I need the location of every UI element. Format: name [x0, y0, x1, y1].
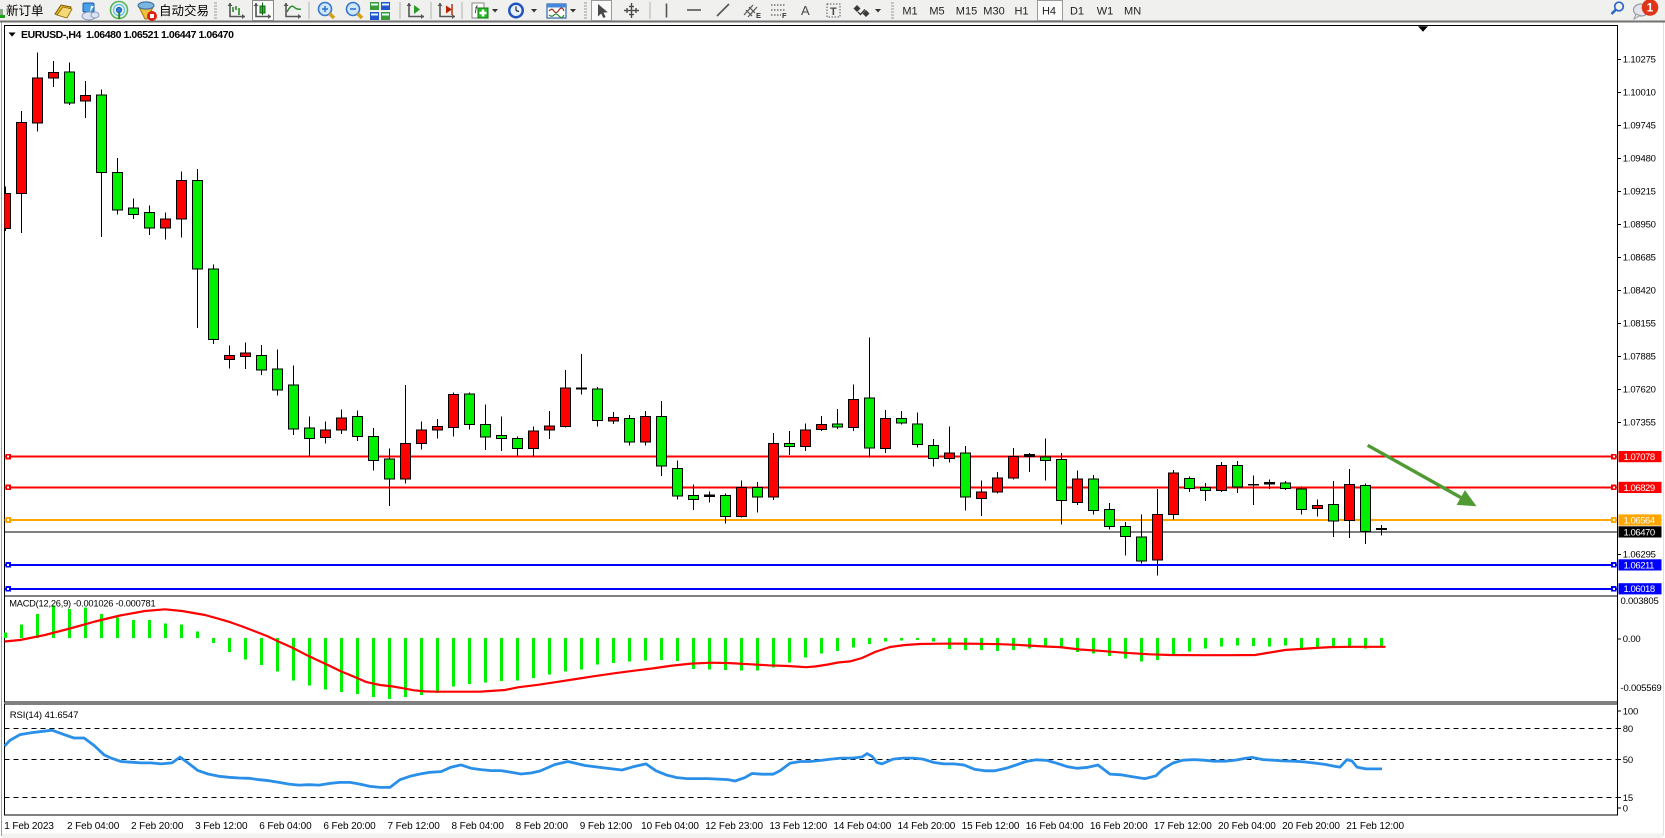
svg-text:1.09215: 1.09215: [1623, 187, 1656, 198]
svg-text:RSI(14) 41.6547: RSI(14) 41.6547: [10, 710, 79, 721]
svg-text:8 Feb 20:00: 8 Feb 20:00: [516, 821, 569, 832]
svg-text:MN: MN: [1124, 6, 1141, 18]
svg-text:14 Feb 04:00: 14 Feb 04:00: [833, 821, 891, 832]
svg-text:1.07620: 1.07620: [1623, 385, 1656, 396]
svg-text:E: E: [756, 11, 761, 20]
svg-text:13 Feb 12:00: 13 Feb 12:00: [769, 821, 827, 832]
svg-text:1.06295: 1.06295: [1623, 550, 1656, 561]
svg-text:14 Feb 20:00: 14 Feb 20:00: [898, 821, 956, 832]
svg-text:7 Feb 12:00: 7 Feb 12:00: [387, 821, 440, 832]
svg-text:-0.005569: -0.005569: [1621, 683, 1662, 694]
svg-text:1.08420: 1.08420: [1623, 286, 1656, 297]
svg-text:MACD(12,26,9) -0.001026 -0.000: MACD(12,26,9) -0.001026 -0.000781: [9, 599, 155, 609]
svg-text:1.06211: 1.06211: [1624, 560, 1655, 571]
svg-text:1.07885: 1.07885: [1623, 352, 1656, 363]
svg-text:H4: H4: [1042, 6, 1056, 18]
svg-text:新订单: 新订单: [6, 3, 44, 18]
svg-text:0.003805: 0.003805: [1621, 596, 1659, 607]
svg-text:20 Feb 04:00: 20 Feb 04:00: [1218, 821, 1276, 832]
svg-text:50: 50: [1623, 755, 1633, 766]
svg-text:1.06829: 1.06829: [1624, 483, 1655, 494]
svg-text:2 Feb 04:00: 2 Feb 04:00: [67, 821, 120, 832]
svg-text:0.00: 0.00: [1623, 634, 1641, 645]
svg-text:A: A: [801, 3, 810, 18]
svg-text:f: f: [475, 5, 479, 16]
svg-text:80: 80: [1623, 724, 1633, 735]
svg-text:M5: M5: [929, 6, 944, 18]
svg-text:1.07078: 1.07078: [1624, 452, 1655, 463]
svg-text:16 Feb 20:00: 16 Feb 20:00: [1090, 821, 1148, 832]
svg-text:1.10010: 1.10010: [1623, 88, 1656, 99]
svg-text:H1: H1: [1014, 6, 1028, 18]
svg-text:21 Feb 12:00: 21 Feb 12:00: [1346, 821, 1404, 832]
svg-text:1.06470: 1.06470: [1624, 527, 1655, 538]
svg-text:D1: D1: [1070, 6, 1084, 18]
svg-text:1.07355: 1.07355: [1623, 418, 1656, 429]
svg-text:15 Feb 12:00: 15 Feb 12:00: [962, 821, 1020, 832]
svg-text:1.09480: 1.09480: [1623, 154, 1656, 165]
svg-text:1.09745: 1.09745: [1623, 121, 1656, 132]
svg-text:6 Feb 04:00: 6 Feb 04:00: [259, 821, 312, 832]
svg-text:M1: M1: [902, 6, 917, 18]
svg-text:3 Feb 12:00: 3 Feb 12:00: [195, 821, 248, 832]
svg-text:6 Feb 20:00: 6 Feb 20:00: [323, 821, 376, 832]
svg-text:9 Feb 12:00: 9 Feb 12:00: [580, 821, 633, 832]
svg-text:1.10275: 1.10275: [1623, 55, 1656, 66]
svg-text:1.06564: 1.06564: [1624, 515, 1655, 526]
svg-text:17 Feb 12:00: 17 Feb 12:00: [1154, 821, 1212, 832]
svg-text:12 Feb 23:00: 12 Feb 23:00: [705, 821, 763, 832]
svg-text:2 Feb 20:00: 2 Feb 20:00: [131, 821, 184, 832]
svg-text:1: 1: [1647, 1, 1654, 15]
svg-text:M15: M15: [956, 6, 977, 18]
svg-text:M30: M30: [983, 6, 1004, 18]
svg-text:1.08155: 1.08155: [1623, 319, 1656, 330]
svg-text:EURUSD-,H4 1.06480 1.06521 1.: EURUSD-,H4 1.06480 1.06521 1.06447 1.064…: [21, 29, 234, 41]
svg-text:1 Feb 2023: 1 Feb 2023: [4, 821, 54, 832]
svg-text:20 Feb 20:00: 20 Feb 20:00: [1282, 821, 1340, 832]
svg-text:15: 15: [1623, 793, 1633, 804]
svg-text:1.08685: 1.08685: [1623, 253, 1656, 264]
svg-text:W1: W1: [1097, 6, 1114, 18]
svg-text:T: T: [830, 6, 837, 18]
svg-text:1.06018: 1.06018: [1624, 584, 1655, 595]
svg-text:10 Feb 04:00: 10 Feb 04:00: [641, 821, 699, 832]
svg-text:8 Feb 04:00: 8 Feb 04:00: [452, 821, 505, 832]
svg-text:自动交易: 自动交易: [159, 3, 209, 18]
svg-text:0: 0: [1623, 803, 1628, 814]
svg-text:F: F: [782, 11, 787, 20]
svg-text:1.08950: 1.08950: [1623, 220, 1656, 231]
svg-text:100: 100: [1623, 706, 1638, 717]
svg-text:16 Feb 04:00: 16 Feb 04:00: [1026, 821, 1084, 832]
